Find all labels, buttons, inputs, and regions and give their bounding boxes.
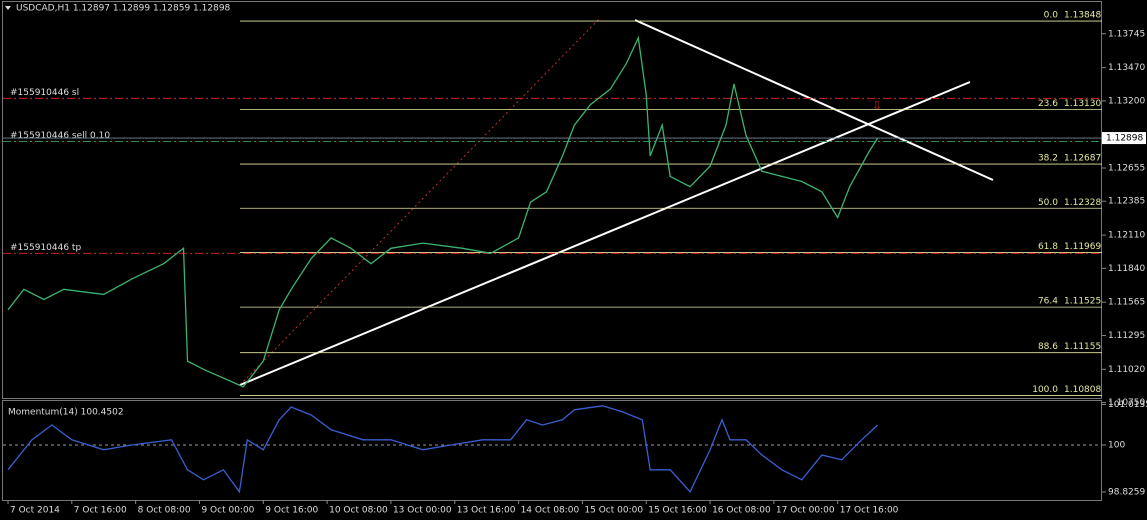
x-tick-label: 9 Oct 16:00 — [265, 506, 318, 516]
momentum-frame — [2, 400, 1102, 501]
fib-price: 1.12687 — [1064, 154, 1101, 164]
y-tick-label: 1.11565 — [1108, 298, 1145, 308]
x-tick-label: 13 Oct 16:00 — [457, 506, 516, 516]
y-tick-label: 1.12110 — [1108, 231, 1145, 241]
x-tick-label: 10 Oct 08:00 — [329, 506, 388, 516]
y-tick-label: 1.11840 — [1108, 264, 1145, 274]
fib-baseline — [239, 17, 601, 386]
menu-arrow[interactable] — [5, 6, 11, 10]
y-tick-label: 101.0135 — [1108, 400, 1147, 410]
x-tick-label: 7 Oct 16:00 — [74, 506, 127, 516]
fib-level: 76.4 — [1038, 297, 1058, 307]
x-tick-label: 17 Oct 00:00 — [776, 506, 835, 516]
order-label: #155910446 sell 0.10 — [10, 131, 110, 141]
fib-level: 23.6 — [1038, 99, 1058, 109]
fib-price: 1.13848 — [1064, 11, 1101, 21]
header: USDCAD,H1 1.12897 1.12899 1.12859 1.1289… — [16, 4, 231, 14]
x-tick-label: 17 Oct 16:00 — [840, 506, 899, 516]
y-tick-label: 1.12655 — [1108, 163, 1145, 173]
price-line — [7, 35, 879, 388]
last-price-label: 1.12898 — [1106, 134, 1143, 144]
x-tick-label: 8 Oct 08:00 — [138, 506, 191, 516]
fib-level: 61.8 — [1038, 242, 1058, 252]
fib-level: 88.6 — [1038, 342, 1058, 352]
momentum-title: Momentum(14) 100.4502 — [8, 408, 124, 418]
fib-price: 1.10808 — [1064, 385, 1101, 395]
y-tick-label: 1.13745 — [1108, 29, 1145, 39]
fib-level: 0.0 — [1044, 11, 1059, 21]
y-tick-label: 1.12385 — [1108, 197, 1145, 207]
fib-price: 1.11155 — [1064, 342, 1101, 352]
price-frame — [2, 1, 1102, 399]
fib-price: 1.13130 — [1064, 99, 1101, 109]
order-label: #155910446 tp — [10, 243, 81, 253]
fib-level: 100.0 — [1032, 385, 1058, 395]
sell-arrow: ⇩ — [872, 99, 882, 113]
x-tick-label: 14 Oct 08:00 — [521, 506, 580, 516]
x-tick-label: 16 Oct 08:00 — [712, 506, 771, 516]
last-price-box — [1102, 132, 1146, 145]
fib-price: 1.11969 — [1064, 242, 1101, 252]
y-tick-label: 100 — [1108, 441, 1125, 451]
y-tick-label: 1.13470 — [1108, 63, 1145, 73]
fib-price: 1.11525 — [1064, 297, 1101, 307]
x-tick-label: 15 Oct 16:00 — [648, 506, 707, 516]
y-tick-label: 1.11295 — [1108, 331, 1145, 341]
x-tick-label: 15 Oct 00:00 — [584, 506, 643, 516]
price-line — [7, 405, 879, 494]
fib-level: 38.2 — [1038, 154, 1058, 164]
y-tick-label: 1.10750 — [1108, 398, 1145, 408]
fib-price: 1.12328 — [1064, 198, 1101, 208]
x-tick-label: 7 Oct 2014 — [10, 506, 60, 516]
x-tick-label: 9 Oct 00:00 — [201, 506, 254, 516]
y-tick-label: 1.13200 — [1108, 96, 1145, 106]
fib-level: 50.0 — [1038, 198, 1058, 208]
y-tick-label: 1.11020 — [1108, 365, 1145, 375]
x-tick-label: 13 Oct 00:00 — [393, 506, 452, 516]
order-label: #155910446 sl — [10, 88, 79, 98]
trendline — [239, 81, 971, 386]
trendline — [634, 19, 994, 181]
y-tick-label: 98.8259 — [1108, 487, 1145, 497]
